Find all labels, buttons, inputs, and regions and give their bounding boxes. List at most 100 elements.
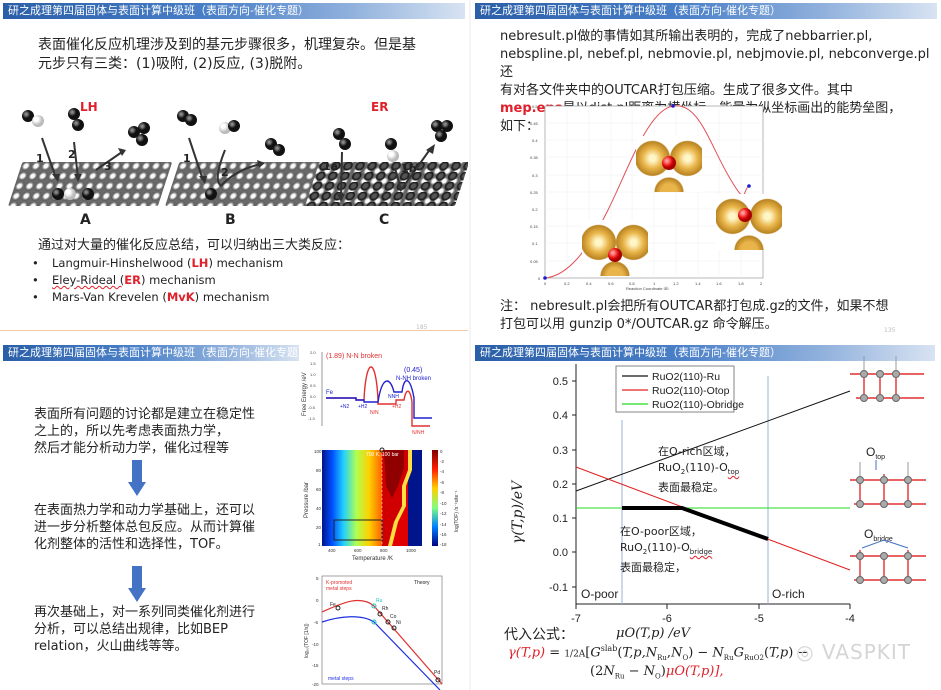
svg-text:-2: -2: [440, 459, 444, 464]
svg-text:1000: 1000: [406, 548, 417, 553]
svg-text:0.0: 0.0: [310, 394, 316, 399]
atom-dark-icon: [136, 134, 148, 146]
svg-text:600: 600: [354, 548, 362, 553]
vertical-divider: [469, 0, 471, 690]
para-trends: 再次基础上，对一系列同类催化剂进行 分析，可以总结出规律，比如BEP relatio…: [34, 605, 256, 654]
svg-text:0.15: 0.15: [530, 224, 539, 229]
svg-text:40: 40: [316, 506, 322, 511]
slide-banner: 研之成理第四届固体与表面计算中级班（表面方向-催化专题）: [3, 345, 299, 361]
svg-text:-20: -20: [312, 682, 319, 687]
svg-text:0.2: 0.2: [564, 281, 570, 286]
svg-text:Fe: Fe: [326, 390, 334, 396]
svg-text:K-promoted: K-promoted: [326, 580, 352, 586]
svg-text:1: 1: [318, 542, 321, 547]
svg-text:0.05: 0.05: [530, 259, 539, 264]
svg-text:-8: -8: [440, 490, 444, 495]
svg-text:2.0: 2.0: [310, 350, 316, 355]
region-o-poor: O-poor: [581, 587, 618, 601]
svg-text:0: 0: [440, 449, 443, 454]
desc-line-2: nebspline.pl, nebef.pl, nebmovie.pl, neb…: [500, 47, 930, 80]
panel-label-b: B: [225, 212, 236, 228]
atom-dark-icon: [185, 114, 197, 126]
svg-text:-5: -5: [314, 620, 318, 625]
adsorbed-atom-icon: [52, 188, 64, 200]
tof-heatmap: 700 K, 100 bar 100 80 60 40 20 1 400 600 800 10…: [300, 446, 468, 564]
slide-banner: 研之成理第四届固体与表面计算中级班（表面方向-催化专题）: [3, 3, 465, 19]
svg-text:Free Energy /eV: Free Energy /eV: [302, 372, 308, 416]
region-o-rich: O-rich: [772, 587, 805, 601]
svg-text:5: 5: [316, 576, 319, 581]
svg-text:0: 0: [544, 281, 547, 286]
note-line-2: 打包可以用 gunzip 0*/OUTCAR.gz 命令解压。: [500, 317, 778, 332]
atom-dark-icon: [22, 110, 34, 122]
svg-text:metal steps: metal steps: [328, 676, 354, 682]
svg-text:400: 400: [328, 548, 336, 553]
svg-text:700 K, 100 bar: 700 K, 100 bar: [366, 452, 399, 458]
svg-text:Fe: Fe: [330, 602, 336, 608]
svg-text:+H2: +H2: [358, 404, 368, 410]
surface-energy-chart: 0.5 0.4 0.3 0.2 0.1 0.0 -0.1 -7 -6 -5 -4 RuO2(11…: [492, 364, 862, 636]
svg-text:0.4: 0.4: [586, 281, 592, 286]
svg-text:0.8: 0.8: [629, 281, 635, 286]
mechanism-panel-c: ER 1a 1b C: [305, 100, 468, 228]
footer-divider: [0, 330, 468, 331]
step-3: 3: [104, 160, 112, 173]
atom-light-icon: [387, 150, 399, 162]
summary-text: 通过对大量的催化反应总结，可以归纳出三大类反应：: [38, 238, 351, 253]
svg-text:0.45: 0.45: [530, 121, 539, 126]
svg-text:metal steps: metal steps: [326, 586, 352, 592]
panel-label-a: A: [80, 212, 91, 228]
er-tag: ER: [371, 100, 389, 114]
svg-text:Obridge: Obridge: [864, 527, 893, 543]
panel-label-c: C: [379, 212, 390, 228]
svg-text:0.1: 0.1: [553, 513, 568, 525]
slide-nebresult: 研之成理第四届固体与表面计算中级班（表面方向-催化专题） nebresult.p…: [472, 0, 941, 336]
svg-text:1.2: 1.2: [673, 281, 679, 286]
initial-state-structure: [582, 220, 648, 276]
svg-text:Otop: Otop: [866, 445, 885, 461]
mep-energy-chart: 0.5 0.45 0.4 0.35 0.3 0.25 0.2 0.15 0.1 0.05 0 0…: [521, 100, 782, 291]
adsorbed-atom-icon: [64, 188, 76, 200]
svg-text:0.4: 0.4: [532, 138, 538, 143]
svg-text:N-NH broken: N-NH broken: [396, 376, 431, 382]
desc-line-1: nebresult.pl做的事情如其所输出表明的，完成了nebbarrier.p…: [500, 29, 873, 44]
svg-text:0.6: 0.6: [608, 281, 614, 286]
atom-dark-icon: [138, 122, 150, 134]
o-rich-annotation: 在O-rich区域， RuO2(110)-Otop 表面最稳定。: [658, 445, 740, 495]
atom-dark-icon: [333, 128, 345, 140]
step-1b: 1b: [401, 162, 417, 175]
svg-text:-6: -6: [440, 480, 444, 485]
svg-text:0.4: 0.4: [553, 410, 568, 422]
o-poor-annotation: 在O-poor区域， RuO2(110)-Obridge 表面最稳定，: [620, 525, 713, 575]
intro-text: 表面催化反应机理涉及到的基元步骤很多，机理复杂。但是基 元步只有三类：(1)吸附…: [38, 36, 416, 74]
svg-text:-6: -6: [662, 613, 672, 625]
svg-text:0.5: 0.5: [532, 104, 538, 109]
svg-text:-10: -10: [440, 501, 447, 506]
svg-text:0.3: 0.3: [532, 173, 538, 178]
svg-text:-5: -5: [754, 613, 764, 625]
svg-text:0.2: 0.2: [553, 479, 568, 491]
step-1a: 1a: [323, 160, 339, 173]
atom-light-icon: [32, 115, 44, 127]
note-line-1: 注： nebresult.pl会把所有OUTCAR都打包成.gz的文件，如果不想: [500, 299, 889, 314]
svg-text:0.5: 0.5: [553, 376, 568, 388]
svg-text:Ni: Ni: [396, 620, 401, 626]
atom-dark-icon: [68, 108, 80, 120]
page-number: 185: [416, 324, 428, 331]
desc-line-3: 有对各文件夹中的OUTCAR打包压缩。生成了很多文件。其中: [500, 83, 853, 98]
svg-text:Pd: Pd: [434, 670, 440, 676]
svg-text:Reaction Coordinate [Å]: Reaction Coordinate [Å]: [626, 286, 668, 290]
svg-text:log(TOF) /s⁻¹site⁻¹: log(TOF) /s⁻¹site⁻¹: [454, 490, 460, 532]
legend-otop: RuO2(110)-Otop: [652, 385, 730, 397]
lh-tag: LH: [80, 100, 98, 114]
svg-text:800: 800: [380, 548, 388, 553]
svg-text:+N2: +N2: [340, 404, 350, 410]
x-axis-label: μO(T,p) /eV: [616, 626, 691, 641]
svg-text:2: 2: [760, 281, 763, 286]
step-2: 2: [221, 166, 229, 179]
atom-dark-icon: [431, 120, 443, 132]
atom-dark-icon: [441, 120, 453, 132]
step-1: 1: [36, 152, 44, 165]
svg-text:80: 80: [316, 468, 322, 473]
note-text: 注： nebresult.pl会把所有OUTCAR都打包成.gz的文件，如果不想…: [500, 298, 889, 334]
